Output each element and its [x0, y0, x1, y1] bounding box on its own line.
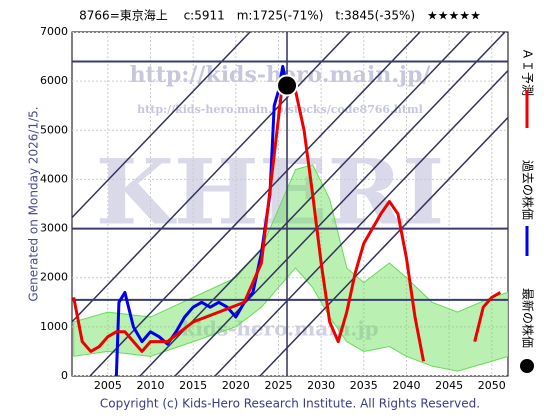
x-tick-label: 2050	[478, 379, 506, 392]
x-tick-label: 2005	[94, 379, 122, 392]
y-tick-label: 4000	[40, 172, 68, 185]
trend-line	[259, 116, 508, 376]
side-label: Generated on Monday 2026/1/5.	[27, 106, 41, 301]
x-tick-label: 2025	[264, 379, 292, 392]
trend-line	[174, 32, 506, 376]
legend-swatch	[520, 359, 534, 373]
trend-line	[72, 32, 251, 219]
series-line	[473, 291, 502, 342]
series-layer	[72, 32, 508, 376]
legend-label: 過去の株価	[521, 160, 536, 220]
chart-title: 8766=東京海上 c:5911 m:1725(-71%) t:3845(-35…	[79, 8, 481, 23]
y-tick-label: 0	[61, 369, 68, 382]
x-tick-label: 2010	[136, 379, 164, 392]
legend-label: ＡＩ予測	[521, 48, 535, 96]
legend-label: 最新の株価	[521, 288, 536, 348]
x-tick-label: 2020	[222, 379, 250, 392]
latest-point	[276, 74, 299, 97]
x-tick-label: 2030	[307, 379, 335, 392]
y-tick-label: 5000	[40, 123, 68, 136]
trend-line	[214, 69, 508, 376]
trend-line	[139, 32, 471, 376]
y-tick-label: 2000	[40, 271, 68, 284]
copyright: Copyright (c) Kids-Hero Research Institu…	[100, 397, 480, 411]
x-tick-label: 2045	[435, 379, 463, 392]
y-tick-label: 6000	[40, 74, 68, 87]
x-tick-label: 2015	[179, 379, 207, 392]
y-tick-label: 7000	[40, 25, 68, 38]
trend-line	[89, 32, 421, 376]
x-tick-label: 2040	[392, 379, 420, 392]
y-tick-label: 3000	[40, 222, 68, 235]
x-tick-label: 2035	[350, 379, 378, 392]
y-tick-label: 1000	[40, 320, 68, 333]
